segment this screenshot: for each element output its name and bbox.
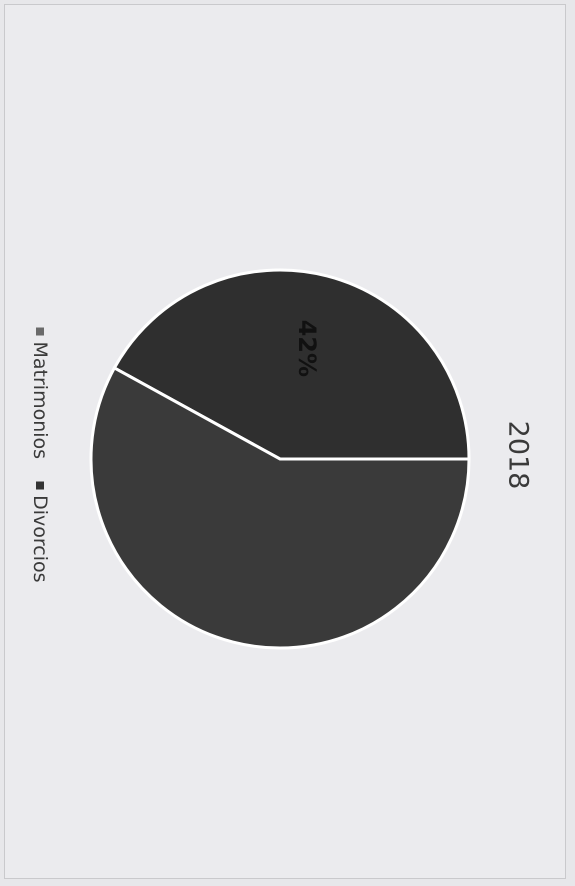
pie-slice-matrimonios <box>89 365 471 650</box>
legend-item-divorcios: Divorcios <box>29 481 51 582</box>
legend-swatch-matrimonios <box>36 327 44 336</box>
legend-label-divorcios: Divorcios <box>29 495 51 583</box>
legend-item-matrimonios: Matrimonios <box>29 327 51 460</box>
legend-swatch-divorcios <box>36 481 44 490</box>
pie-label-divorcios: 42% <box>293 320 321 377</box>
pie-slice-divorcios <box>112 268 471 461</box>
legend-label-matrimonios: Matrimonios <box>29 341 51 460</box>
legend: Matrimonios Divorcios <box>29 327 51 582</box>
